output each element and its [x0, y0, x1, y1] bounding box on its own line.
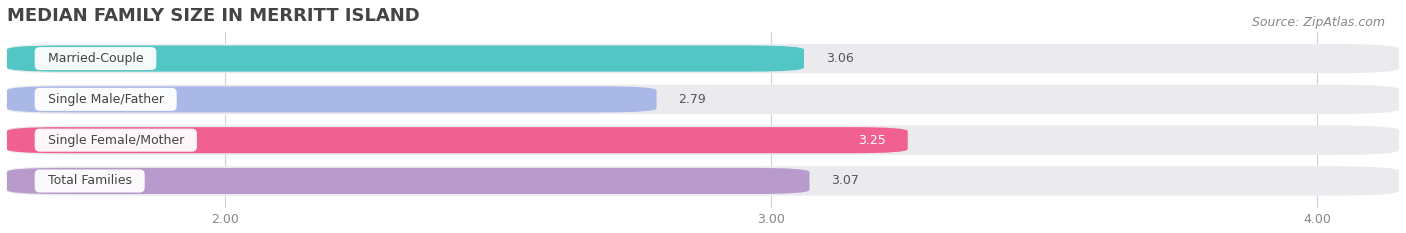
Text: Total Families: Total Families	[39, 175, 139, 188]
FancyBboxPatch shape	[7, 127, 908, 153]
FancyBboxPatch shape	[7, 44, 1399, 73]
Text: Married-Couple: Married-Couple	[39, 52, 152, 65]
Text: Single Male/Father: Single Male/Father	[39, 93, 172, 106]
Text: MEDIAN FAMILY SIZE IN MERRITT ISLAND: MEDIAN FAMILY SIZE IN MERRITT ISLAND	[7, 7, 420, 25]
FancyBboxPatch shape	[7, 126, 1399, 155]
FancyBboxPatch shape	[7, 166, 1399, 196]
Text: 3.06: 3.06	[825, 52, 853, 65]
FancyBboxPatch shape	[7, 45, 804, 72]
Text: Single Female/Mother: Single Female/Mother	[39, 134, 193, 147]
Text: 2.79: 2.79	[679, 93, 706, 106]
Text: Source: ZipAtlas.com: Source: ZipAtlas.com	[1251, 16, 1385, 29]
Text: 3.25: 3.25	[858, 134, 886, 147]
FancyBboxPatch shape	[7, 86, 657, 113]
Text: 3.07: 3.07	[831, 175, 859, 188]
FancyBboxPatch shape	[7, 85, 1399, 114]
FancyBboxPatch shape	[7, 168, 810, 194]
